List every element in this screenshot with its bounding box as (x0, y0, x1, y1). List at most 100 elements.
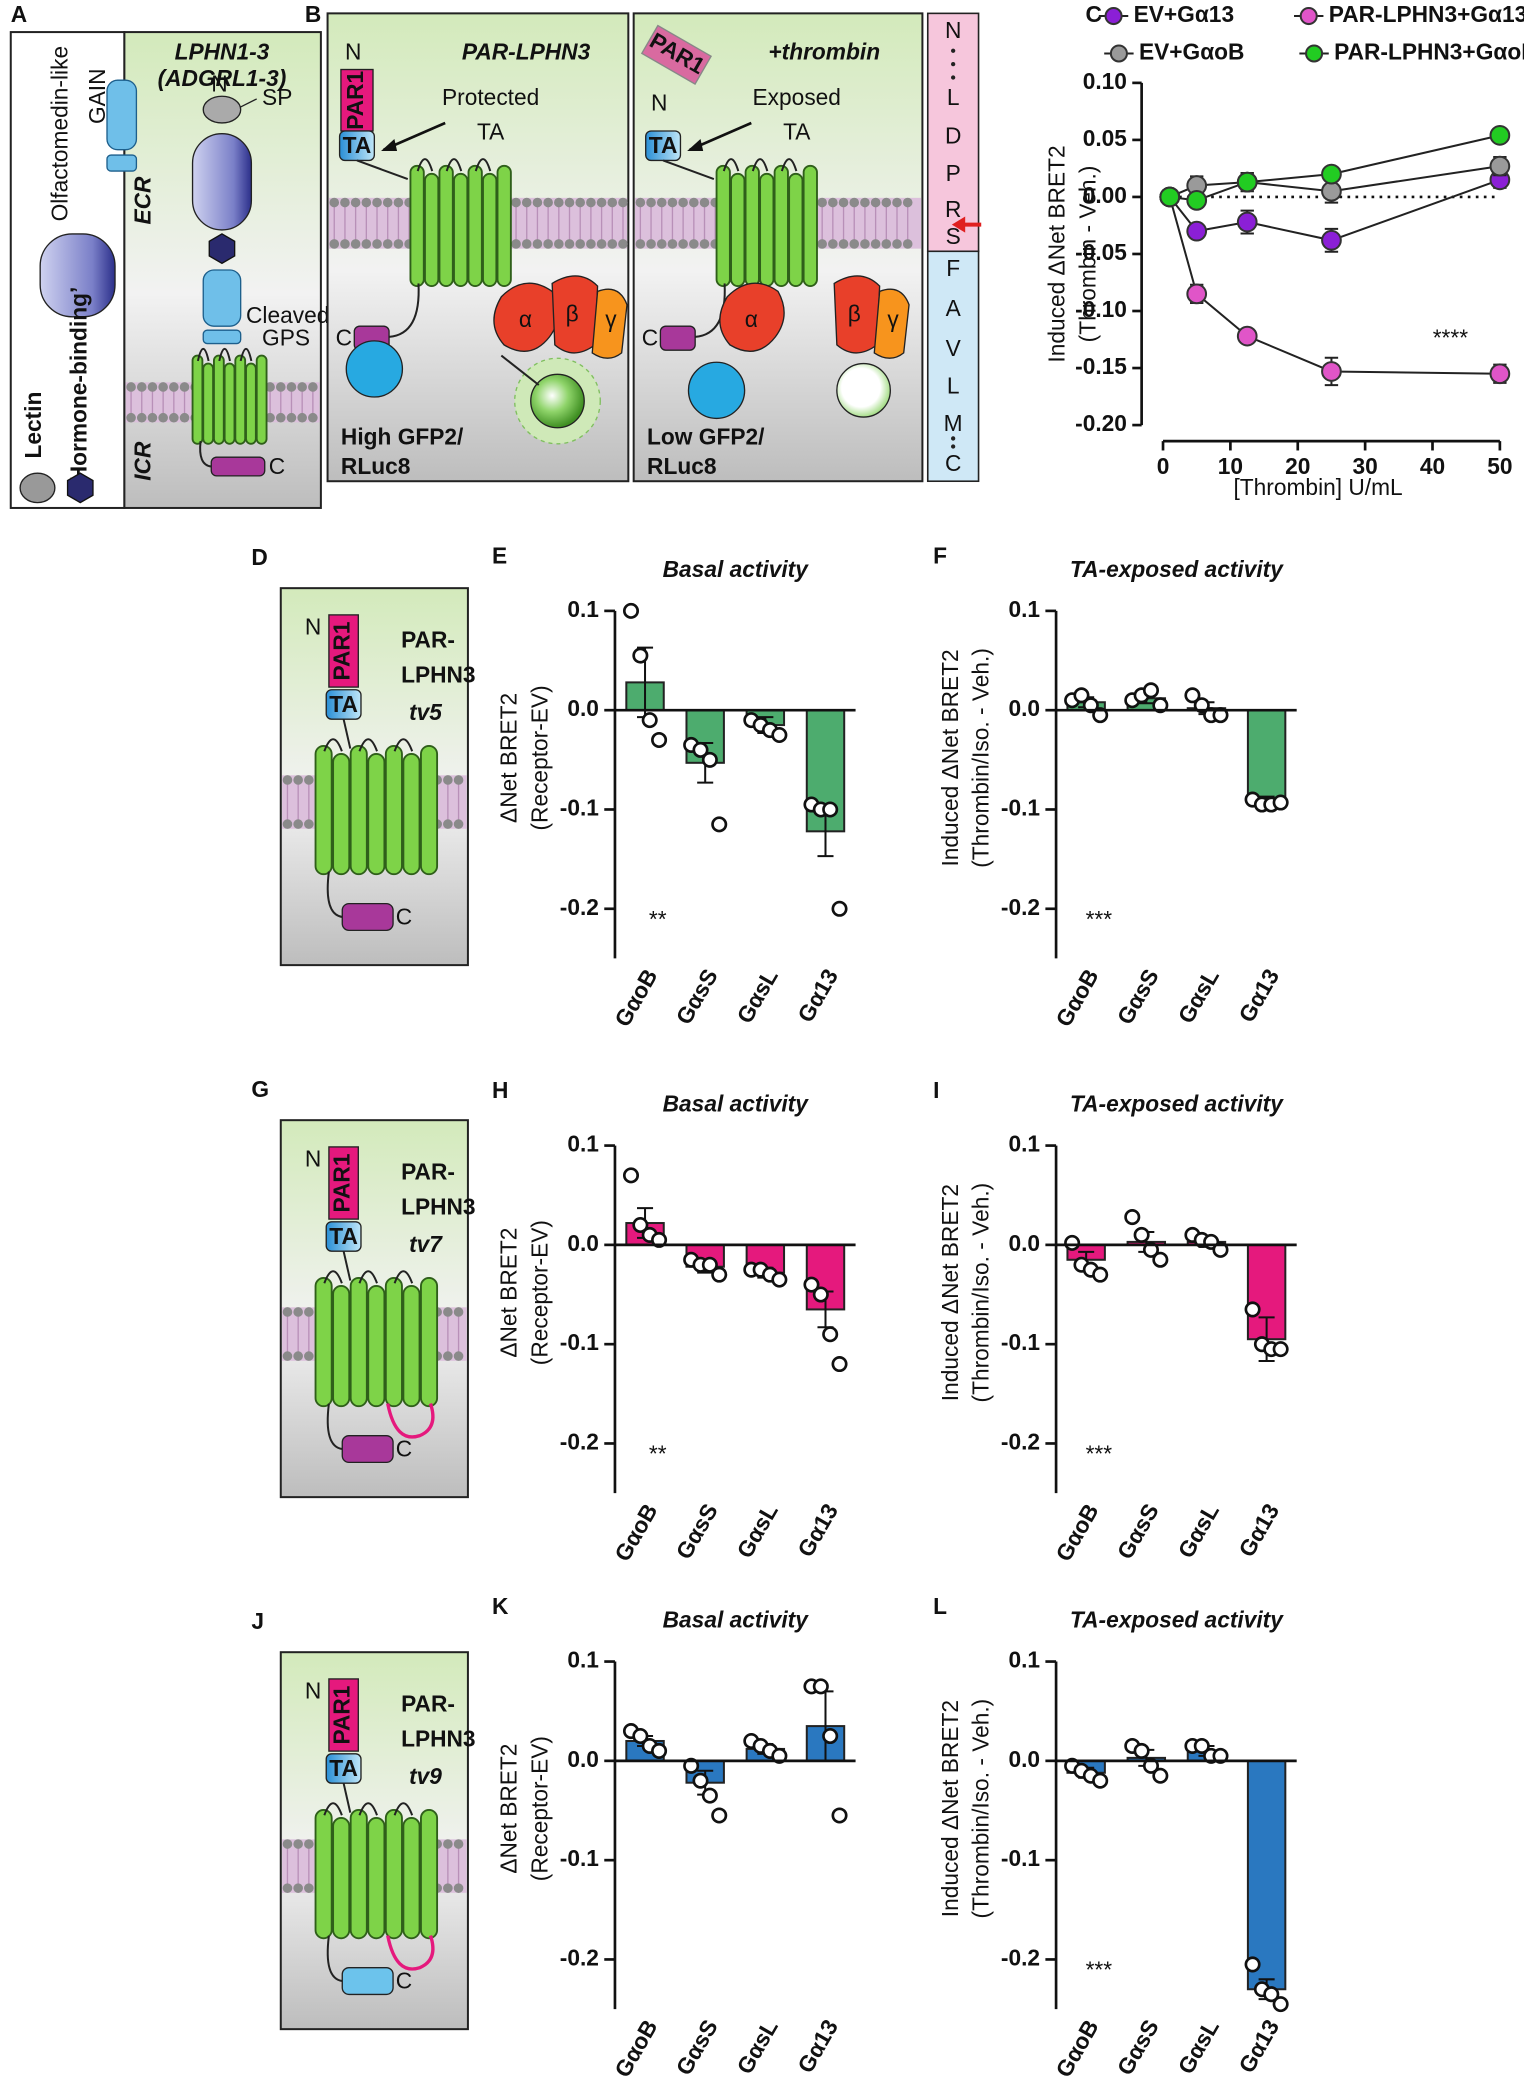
lipid-head (532, 239, 543, 249)
helix (191, 354, 204, 445)
hexagon (208, 233, 236, 265)
helix (332, 1817, 351, 1940)
lipid-head (575, 239, 586, 249)
helix (482, 172, 498, 287)
y-axis-label: (Thrombin/Iso. - Veh.) (968, 1699, 994, 1919)
bar (1246, 1759, 1287, 1991)
gps-domain (202, 329, 242, 345)
label: ICR (129, 441, 155, 481)
label: Cleaved (246, 302, 329, 328)
label: C (336, 325, 352, 351)
lipid-head (308, 382, 318, 392)
lipid-head (286, 412, 297, 423)
legend-label: GAIN (84, 68, 110, 124)
lipid-head (443, 819, 453, 829)
rluc8 (687, 361, 746, 420)
lipid-head (282, 775, 293, 785)
y-tick-label: 0.1 (1008, 596, 1040, 622)
lipid-head (282, 1351, 293, 1361)
helix (402, 1817, 421, 1940)
label: ECR (129, 176, 155, 225)
data-point (771, 726, 788, 744)
sequence-strip (926, 12, 980, 253)
rluc8 (345, 340, 404, 398)
x-tick-label: 10 (1218, 453, 1243, 479)
tail (326, 1935, 343, 1983)
construct-variant: tv7 (409, 1231, 443, 1257)
lipid-head (607, 239, 618, 249)
data-point (711, 816, 728, 833)
label: β (566, 300, 579, 326)
data-point (632, 1216, 649, 1234)
data-point (701, 1256, 718, 1273)
c-terminus (659, 325, 696, 351)
loop (218, 347, 231, 362)
data-point (632, 647, 649, 664)
linker (342, 1250, 352, 1281)
tail (326, 871, 343, 918)
lipid-head (586, 239, 596, 249)
sequence-residue: V (946, 335, 962, 361)
y-tick-label: -0.1 (560, 1845, 599, 1871)
x-tick-label: GαsS (1112, 964, 1164, 1028)
lipid-head (453, 1307, 464, 1317)
lipid-head (453, 775, 464, 785)
gfp2 (530, 373, 585, 429)
data-point (1263, 1986, 1280, 2003)
x-tick-label: 20 (1285, 453, 1310, 479)
y-tick-label: 0.0 (1008, 1230, 1040, 1256)
label: α (519, 306, 532, 332)
helix (367, 752, 386, 876)
lipid-head (860, 197, 870, 208)
lipid-head (828, 197, 838, 208)
data-point (1092, 1772, 1109, 1789)
data-point (692, 741, 709, 758)
y-tick-label: -0.2 (1001, 1428, 1040, 1454)
helix (424, 172, 440, 287)
panel-letter: B (305, 1, 321, 27)
gfp2 (836, 362, 891, 418)
x-tick-label: GαsL (1172, 1499, 1224, 1562)
legend-label: ‘Hormone-binding’ (65, 287, 91, 489)
lipid-head (361, 239, 372, 249)
lipid-head (543, 197, 553, 208)
lipid-head (532, 197, 543, 208)
lipid-head (147, 382, 158, 392)
annotation: *** (1086, 1957, 1113, 1983)
readout: RLuc8 (341, 453, 410, 479)
lipid-head (564, 197, 575, 208)
lipid-head (667, 197, 678, 208)
g-gamma (873, 288, 910, 359)
y-axis-label: Induced ΔNet BRET2 (1044, 145, 1070, 362)
lipid-head (275, 412, 286, 423)
lipid-head (646, 239, 656, 249)
x-axis-label: [Thrombin] U/mL (1233, 474, 1402, 500)
readout: Low GFP2/ (647, 423, 765, 449)
loop (393, 1270, 414, 1284)
x-tick-label: GαsL (1172, 964, 1224, 1027)
y-tick-label: -0.1 (560, 1329, 599, 1355)
energy-arrow (500, 354, 540, 386)
data-point (1193, 697, 1210, 714)
data-point (822, 1728, 839, 1745)
lipid-head (699, 239, 710, 249)
label: γ (605, 306, 617, 332)
legend-marker (1305, 44, 1324, 63)
lipid-head (304, 1307, 314, 1317)
lipid-head (340, 197, 350, 208)
lipid-head (849, 239, 860, 249)
helix (234, 354, 247, 445)
ellipsis-dot (951, 436, 956, 441)
lipid-head (158, 412, 168, 423)
lipid-head (453, 1351, 464, 1361)
loop (358, 1270, 378, 1284)
data-point (771, 1271, 788, 1288)
helix (384, 1808, 403, 1940)
lipid-head (293, 1351, 303, 1361)
y-tick-label: -0.1 (560, 794, 599, 820)
tail (326, 1403, 343, 1451)
lipid-head (656, 197, 667, 208)
lipid-head (618, 239, 628, 249)
arrow (240, 98, 258, 108)
y-axis-label: ΔNet BRET2 (496, 1228, 522, 1358)
